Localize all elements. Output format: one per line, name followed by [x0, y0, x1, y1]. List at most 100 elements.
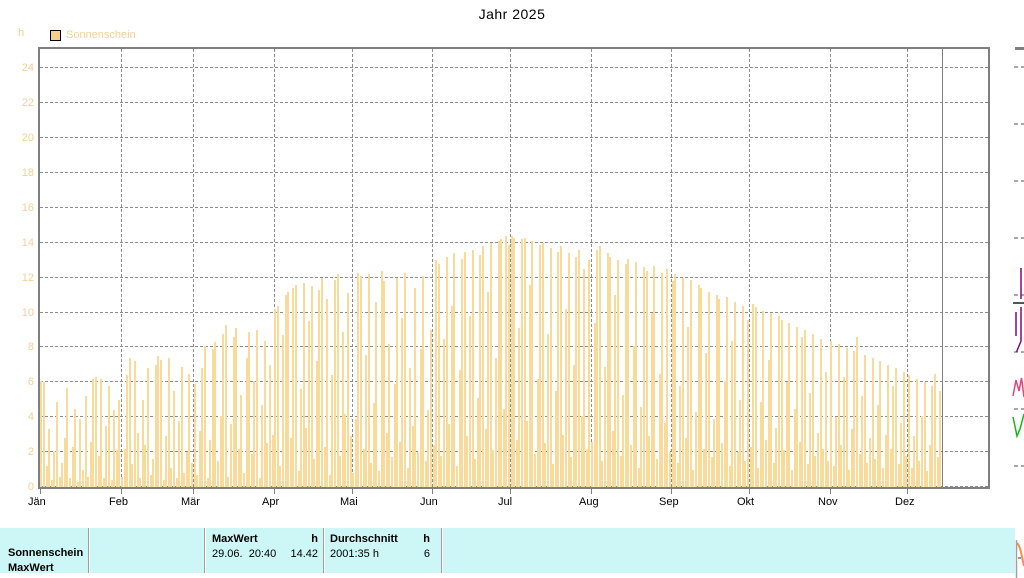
bar-day-327 [887, 364, 890, 487]
bar-day-7 [56, 401, 58, 487]
bar-day-126 [365, 354, 368, 487]
bar-day-169 [476, 398, 479, 487]
bar-day-178 [500, 239, 503, 487]
bar-day-216 [598, 246, 601, 487]
x-tick-Jun [432, 489, 433, 494]
y-tick-label-22: 22 [21, 97, 34, 110]
bar-day-58 [188, 373, 191, 487]
bar-day-299 [814, 455, 817, 487]
bar-day-78 [240, 394, 243, 487]
bar-day-347 [939, 391, 942, 487]
bar-day-306 [832, 466, 835, 487]
bar-day-2 [43, 382, 45, 487]
bar-day-209 [580, 415, 583, 487]
bar-day-90 [271, 434, 274, 487]
bar-day-20 [89, 441, 92, 487]
durchschnitt-value-row: 2001:35 h 6 [330, 548, 430, 560]
bar-day-183 [513, 237, 516, 487]
bar-day-260 [713, 419, 716, 487]
maxwert-header: MaxWert [212, 533, 258, 545]
bar-day-76 [235, 328, 238, 487]
bar-day-12 [69, 478, 71, 487]
bar-day-64 [204, 345, 206, 487]
bar-day-320 [868, 438, 871, 487]
bar-day-188 [526, 420, 529, 487]
bar-day-225 [622, 394, 625, 487]
y-tick-label-8: 8 [27, 341, 34, 354]
bar-day-318 [863, 354, 866, 487]
bar-day-274 [749, 446, 752, 487]
bar-day-112 [328, 474, 331, 487]
bar-day-229 [632, 345, 635, 487]
gridline-v-month-4 [274, 49, 275, 487]
bar-day-259 [710, 457, 713, 487]
bar-day-248 [681, 277, 684, 487]
bar-day-218 [604, 366, 606, 487]
bar-day-265 [726, 296, 729, 487]
gridline-h-22 [40, 102, 988, 104]
bar-day-131 [378, 471, 380, 487]
x-tick-Jul [510, 489, 511, 494]
bar-day-100 [297, 471, 300, 487]
bar-day-346 [936, 457, 939, 487]
bar-day-42 [146, 368, 149, 487]
bar-day-129 [372, 403, 375, 487]
bar-day-83 [253, 380, 256, 487]
bar-day-99 [294, 284, 297, 487]
bar-day-56 [183, 473, 186, 487]
bar-day-120 [349, 436, 352, 487]
bar-day-113 [331, 375, 334, 487]
bar-day-114 [333, 279, 336, 487]
gridline-v-month-8 [591, 49, 592, 487]
bar-day-322 [874, 459, 877, 487]
bar-day-332 [900, 422, 903, 487]
durchschnitt-header-row: Durchschnitt h [330, 533, 430, 545]
bar-day-15 [76, 481, 79, 487]
bar-day-170 [479, 255, 482, 487]
bar-day-185 [518, 328, 521, 487]
bar-day-77 [237, 448, 240, 487]
bar-day-57 [185, 452, 188, 487]
bar-day-155 [440, 455, 443, 487]
plot-area[interactable] [38, 47, 990, 489]
bar-day-101 [300, 389, 303, 487]
bar-day-255 [700, 288, 703, 487]
bar-day-9 [61, 462, 64, 487]
x-month-label-Mär: Mär [181, 496, 200, 508]
bar-day-52 [172, 391, 175, 487]
bar-day-148 [422, 276, 425, 487]
bar-day-315 [855, 337, 858, 487]
x-tick-Feb [121, 489, 122, 494]
bar-day-236 [650, 312, 653, 487]
bar-day-158 [448, 424, 451, 487]
bar-day-294 [801, 337, 804, 487]
bar-day-26 [105, 426, 108, 487]
bar-day-247 [679, 385, 682, 487]
bar-day-231 [637, 467, 640, 487]
bar-day-13 [71, 446, 74, 487]
bar-day-94 [281, 335, 284, 487]
x-tick-Mai [352, 489, 353, 494]
bar-day-79 [243, 473, 245, 487]
bar-day-210 [583, 269, 586, 487]
bar-day-140 [401, 317, 404, 487]
y-tick-label-2: 2 [27, 446, 34, 459]
bar-day-133 [383, 281, 386, 487]
bar-day-92 [276, 305, 279, 487]
bar-day-3 [45, 466, 48, 487]
bar-day-303 [824, 371, 827, 487]
bar-day-201 [559, 246, 562, 487]
bar-day-61 [196, 474, 199, 487]
neighbour-orange-curve [1016, 542, 1024, 567]
bar-day-156 [443, 338, 445, 487]
bar-day-162 [458, 370, 461, 487]
bar-day-309 [840, 445, 843, 487]
bar-day-177 [497, 241, 500, 487]
bar-day-167 [471, 249, 474, 487]
x-tick-Aug [591, 489, 592, 494]
durchschnitt-sum: 2001:35 h [330, 548, 379, 560]
x-month-label-Jän: Jän [28, 496, 46, 508]
bar-day-300 [817, 432, 819, 487]
bar-day-86 [261, 405, 264, 487]
bar-day-89 [269, 364, 271, 487]
